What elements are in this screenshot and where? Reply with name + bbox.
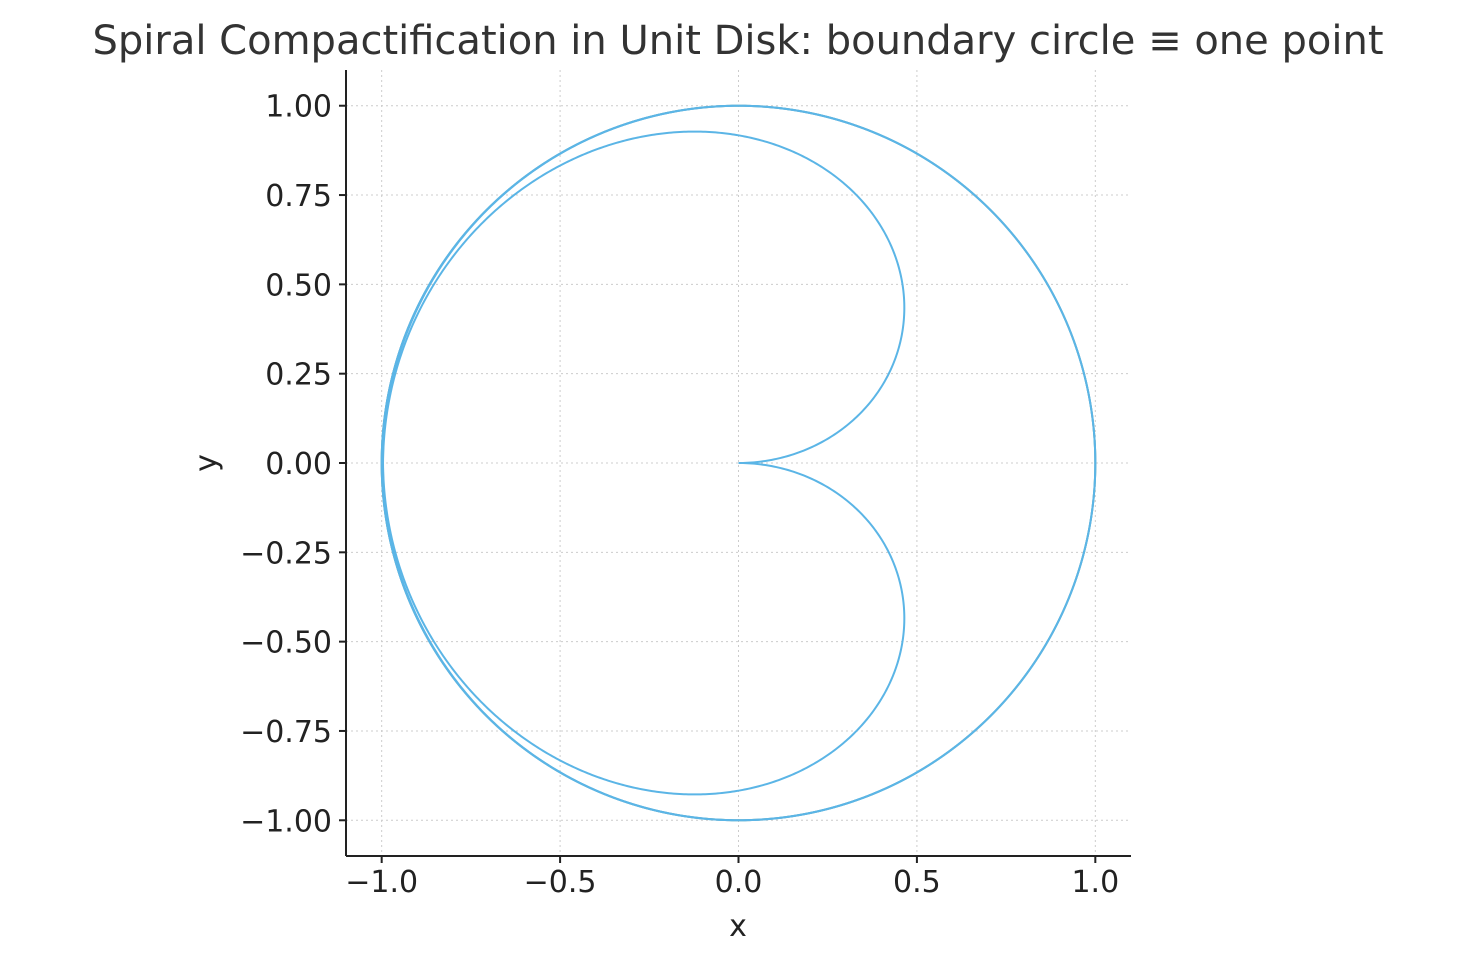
y-tick-label: −0.25	[240, 536, 332, 571]
y-tick-label: 0.50	[265, 268, 332, 303]
y-tick-label: −0.75	[240, 715, 332, 750]
chart-title: Spiral Compactification in Unit Disk: bo…	[93, 18, 1384, 64]
y-tick-label: 1.00	[265, 90, 332, 125]
x-tick-label: 0.0	[715, 865, 763, 900]
y-tick-label: 0.00	[265, 447, 332, 482]
x-tick-label: −0.5	[524, 865, 597, 900]
x-ticks: −1.0 −0.5 0.0 0.5 1.0	[345, 856, 1119, 900]
x-tick-label: 0.5	[893, 865, 941, 900]
x-tick-label: −1.0	[345, 865, 418, 900]
y-tick-label: −0.50	[240, 626, 332, 661]
spiral-curve-lower	[380, 104, 1097, 822]
x-tick-label: 1.0	[1071, 865, 1119, 900]
x-axis-label: x	[729, 909, 747, 944]
y-ticks: 1.00 0.75 0.50 0.25 0.00 −0.25 −0.50 −0.75 −1.00	[240, 90, 346, 839]
y-tick-label: −1.00	[240, 804, 332, 839]
plot-area	[380, 104, 1097, 822]
y-tick-label: 0.75	[265, 179, 332, 214]
grid	[346, 70, 1131, 856]
y-axis-label: y	[189, 454, 224, 472]
y-tick-label: 0.25	[265, 358, 332, 393]
